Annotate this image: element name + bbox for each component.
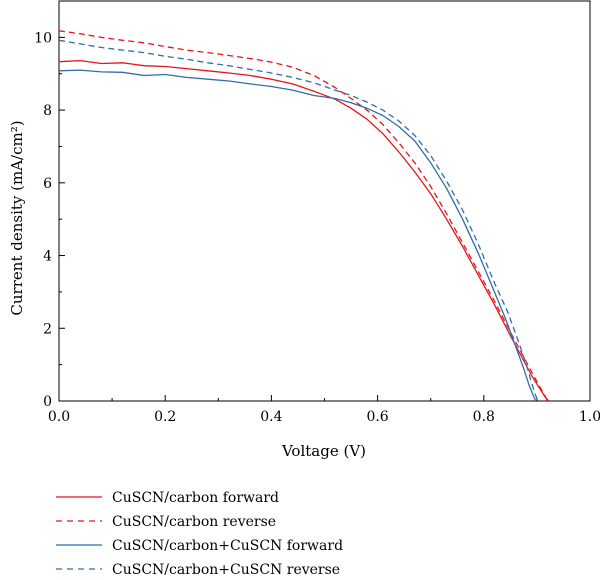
legend-label: CuSCN/carbon reverse [112, 514, 276, 530]
series-layer [58, 30, 550, 402]
series-line-4 [58, 39, 539, 402]
x-tick-label: 0.2 [154, 409, 176, 425]
y-tick-label: 4 [43, 249, 52, 265]
series-line-1 [58, 59, 550, 402]
series-line-2 [58, 30, 549, 402]
x-tick-label: 1.0 [579, 409, 600, 425]
x-tick-label: 0.4 [260, 409, 282, 425]
series-line-3 [58, 69, 537, 402]
y-tick-label: 8 [43, 103, 52, 119]
legend-label: CuSCN/carbon+CuSCN reverse [112, 562, 340, 578]
legend-label: CuSCN/carbon forward [112, 490, 279, 506]
y-tick-label: 2 [43, 321, 52, 337]
y-tick-label: 0 [43, 394, 52, 410]
legend-label: CuSCN/carbon+CuSCN forward [112, 538, 343, 554]
legend: CuSCN/carbon forward CuSCN/carbon reverse… [56, 490, 343, 578]
y-tick-label: 10 [34, 30, 52, 46]
x-axis-title: Voltage (V) [281, 442, 366, 460]
x-tick-label: 0.6 [366, 409, 388, 425]
y-axis-title: Current density (mA/cm²) [8, 120, 26, 315]
plot-frame [58, 0, 591, 402]
y-tick-label: 6 [43, 176, 52, 192]
x-tick-label: 0.0 [48, 409, 70, 425]
x-tick-label: 0.8 [473, 409, 495, 425]
plot-area [58, 0, 591, 402]
y-axis-ticks: 0 2 4 6 8 10 [34, 0, 65, 410]
x-axis-ticks: 0.0 0.2 0.4 0.6 0.8 1.0 [48, 395, 600, 425]
